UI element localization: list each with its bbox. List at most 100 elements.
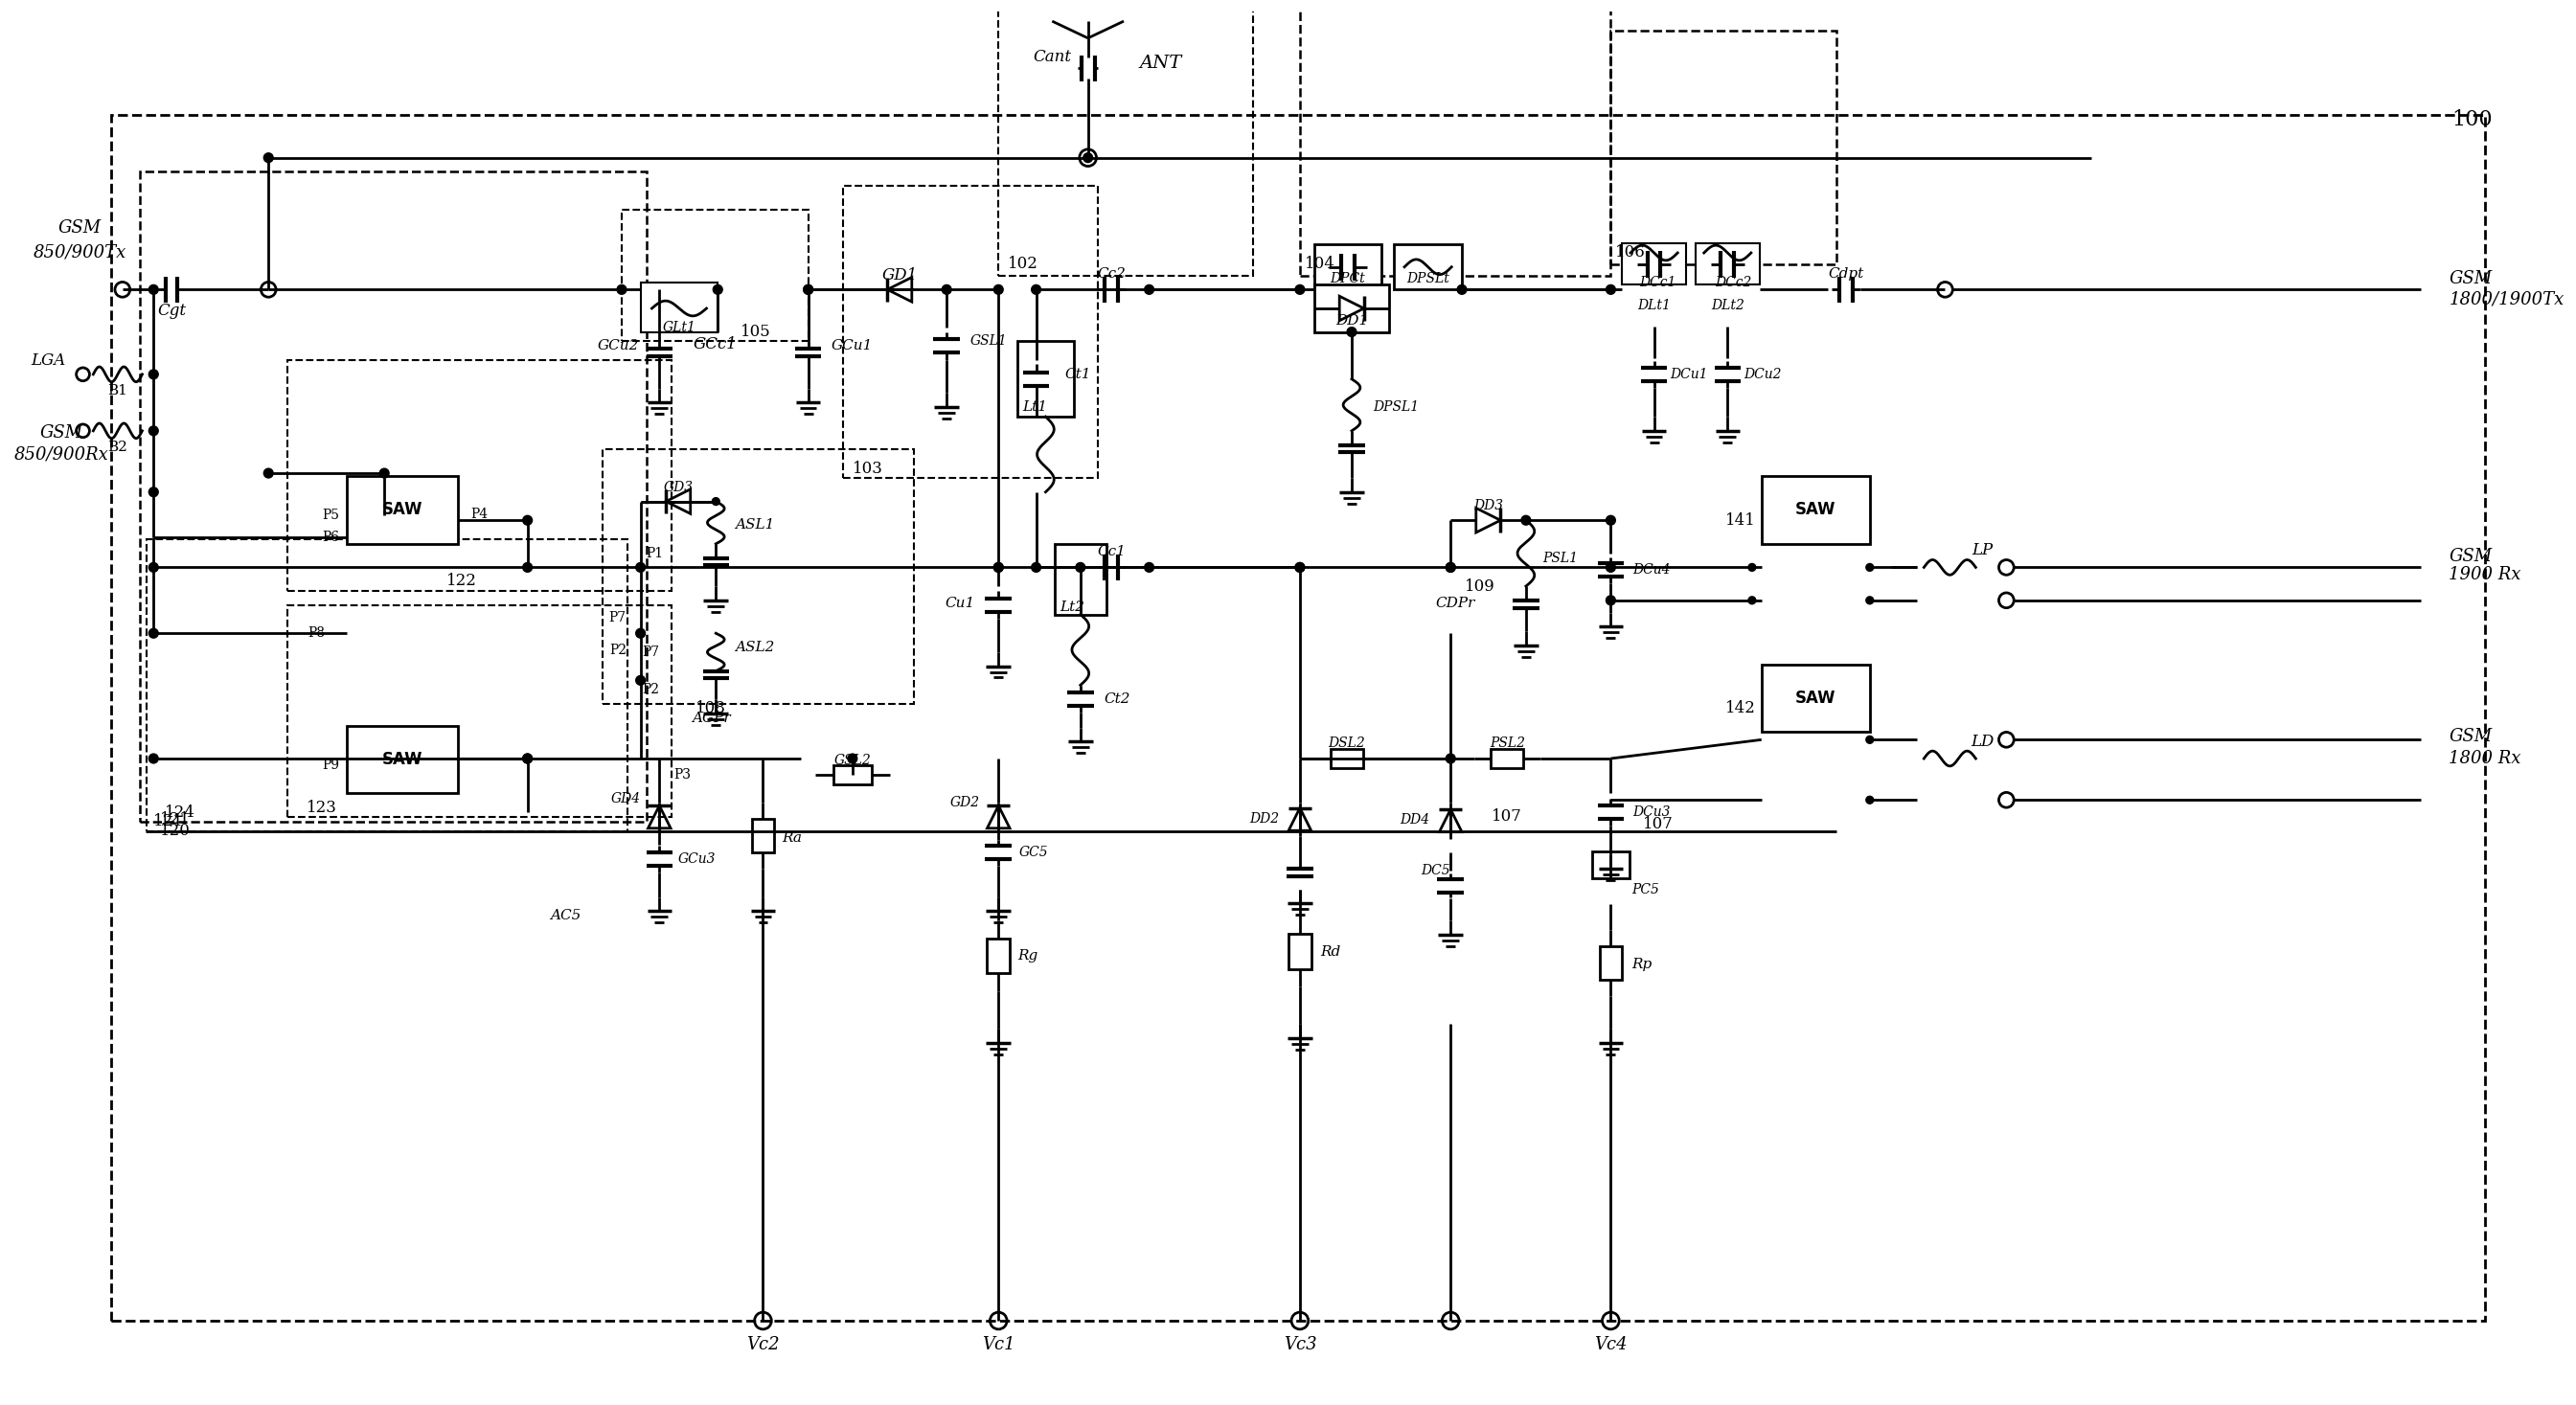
Text: Cgt: Cgt: [157, 303, 185, 319]
Text: P6: P6: [322, 531, 340, 544]
Text: 107: 107: [1492, 809, 1522, 825]
Circle shape: [994, 562, 1002, 572]
Circle shape: [636, 562, 644, 572]
Text: ASL1: ASL1: [734, 518, 775, 531]
Bar: [1623, 243, 1687, 285]
Circle shape: [523, 754, 533, 763]
Bar: [1492, 749, 1522, 769]
Text: DD2: DD2: [1249, 812, 1280, 826]
Text: Ra: Ra: [781, 830, 801, 844]
Circle shape: [1077, 562, 1084, 572]
Bar: [348, 476, 459, 544]
Circle shape: [1084, 153, 1092, 163]
Text: P9: P9: [322, 759, 340, 771]
Text: DPCt: DPCt: [1329, 271, 1365, 285]
Circle shape: [711, 497, 719, 506]
Text: P2: P2: [641, 683, 659, 697]
Text: LP: LP: [1973, 542, 1994, 559]
Text: GD3: GD3: [662, 481, 693, 495]
Text: 142: 142: [1726, 701, 1757, 717]
Text: 122: 122: [446, 572, 477, 589]
Circle shape: [1296, 562, 1303, 572]
Bar: [1762, 476, 1870, 544]
Text: 850/900Tx: 850/900Tx: [33, 243, 126, 260]
Text: Vc2: Vc2: [747, 1336, 781, 1353]
Text: GD1: GD1: [881, 267, 917, 284]
Circle shape: [149, 488, 157, 497]
Text: P8: P8: [307, 627, 325, 641]
Circle shape: [804, 285, 814, 294]
Bar: [289, 606, 672, 816]
Bar: [1018, 341, 1074, 417]
Circle shape: [149, 562, 157, 572]
Text: Cc1: Cc1: [1097, 545, 1126, 558]
Text: Rp: Rp: [1631, 958, 1651, 971]
Bar: [1329, 749, 1363, 769]
Text: 121: 121: [160, 812, 191, 828]
Circle shape: [523, 562, 533, 572]
Text: P1: P1: [647, 547, 665, 561]
Text: P3: P3: [672, 769, 690, 781]
Bar: [1695, 243, 1759, 285]
Text: GCu1: GCu1: [832, 340, 873, 353]
Text: Lt1: Lt1: [1023, 400, 1046, 414]
Text: GSL2: GSL2: [835, 753, 871, 767]
Circle shape: [994, 562, 1002, 572]
Bar: [1394, 244, 1463, 289]
Text: DPSL1: DPSL1: [1373, 400, 1419, 414]
Circle shape: [1605, 516, 1615, 525]
Text: GLt1: GLt1: [662, 320, 696, 334]
Circle shape: [1865, 563, 1873, 570]
Text: DCu3: DCu3: [1633, 805, 1669, 819]
Text: Lt2: Lt2: [1059, 600, 1084, 614]
Text: GSM: GSM: [2450, 728, 2494, 746]
Text: GC5: GC5: [1020, 846, 1048, 860]
Text: DCu4: DCu4: [1633, 563, 1669, 577]
Bar: [842, 185, 1097, 478]
Text: 1800 Rx: 1800 Rx: [2450, 750, 2522, 767]
Circle shape: [1296, 285, 1303, 294]
Circle shape: [149, 370, 157, 379]
Text: 100: 100: [2452, 110, 2494, 131]
Circle shape: [263, 153, 273, 163]
Circle shape: [1030, 562, 1041, 572]
Text: 105: 105: [739, 323, 770, 340]
Bar: [1610, 31, 1837, 264]
Bar: [1314, 285, 1388, 332]
Bar: [1600, 947, 1623, 979]
Bar: [835, 766, 871, 784]
Circle shape: [1605, 285, 1615, 294]
Text: 124: 124: [165, 804, 196, 821]
Text: 104: 104: [1303, 256, 1334, 273]
Circle shape: [1865, 736, 1873, 743]
Bar: [111, 115, 2486, 1321]
Text: GCu3: GCu3: [677, 853, 716, 865]
Circle shape: [1865, 597, 1873, 604]
Text: 108: 108: [696, 701, 726, 717]
Circle shape: [618, 285, 626, 294]
Circle shape: [1605, 562, 1615, 572]
Text: P2: P2: [608, 643, 626, 658]
Text: DC5: DC5: [1422, 864, 1450, 877]
Circle shape: [523, 754, 533, 763]
Circle shape: [1347, 327, 1358, 337]
Text: P7: P7: [641, 645, 659, 659]
Circle shape: [149, 628, 157, 638]
Circle shape: [714, 285, 721, 294]
Text: AC5: AC5: [549, 909, 580, 923]
Bar: [987, 939, 1010, 974]
Bar: [1592, 851, 1631, 878]
Text: ASL2: ASL2: [734, 641, 775, 655]
Text: P7: P7: [608, 611, 626, 624]
Text: Cdpt: Cdpt: [1829, 267, 1865, 280]
Circle shape: [804, 285, 814, 294]
Text: 106: 106: [1615, 244, 1646, 261]
Circle shape: [1865, 797, 1873, 804]
Circle shape: [1445, 754, 1455, 763]
Text: 120: 120: [160, 823, 191, 839]
Text: DLt1: DLt1: [1638, 299, 1672, 312]
Bar: [289, 360, 672, 592]
Text: GSL1: GSL1: [971, 334, 1007, 348]
Circle shape: [1144, 562, 1154, 572]
Text: GSM: GSM: [59, 219, 100, 237]
